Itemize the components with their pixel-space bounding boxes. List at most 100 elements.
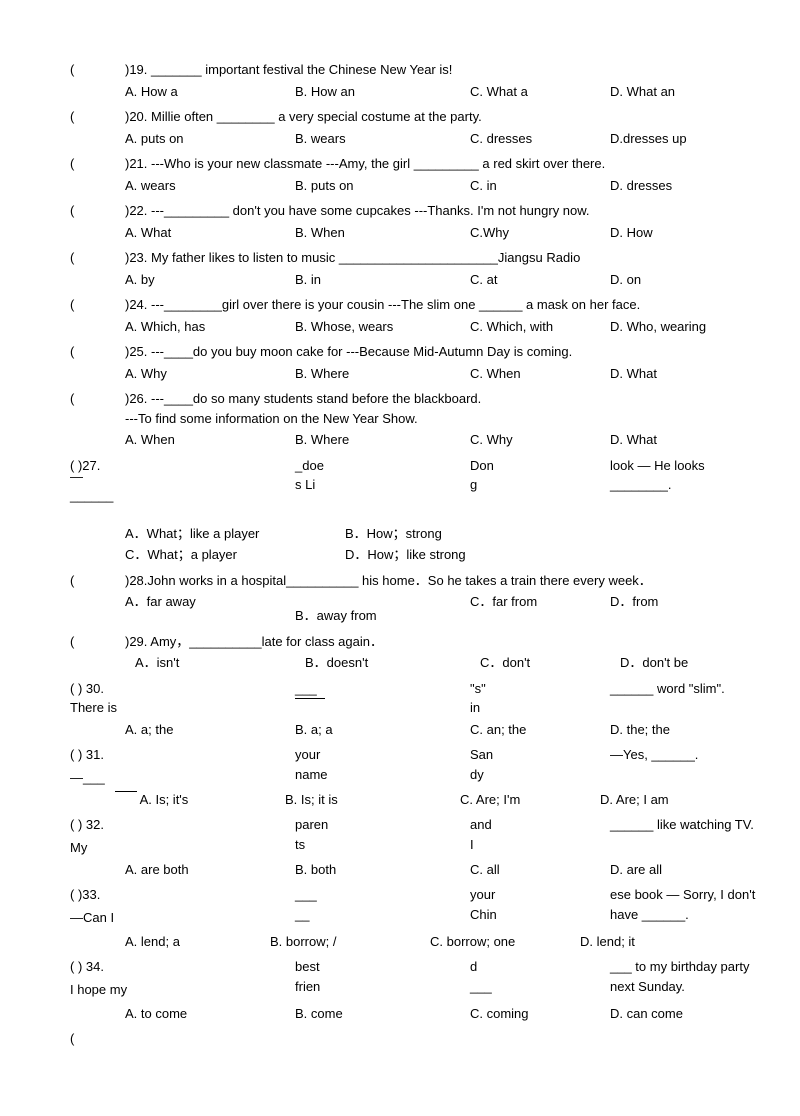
q30-D: D. the; the bbox=[610, 720, 670, 740]
option-C: C. When bbox=[470, 364, 610, 384]
q30-1b: ___ bbox=[295, 679, 470, 699]
option-C: C. in bbox=[470, 176, 610, 196]
question-30: ( ) 30. ___ "s" ______ word "slim". Ther… bbox=[70, 679, 730, 740]
paren: ( bbox=[70, 154, 125, 174]
option-B: B. Where bbox=[295, 364, 470, 384]
question-26: ()26. ---____do so many students stand b… bbox=[70, 389, 730, 450]
option-A: A. Which, has bbox=[125, 317, 295, 337]
question-23: ()23. My father likes to listen to music… bbox=[70, 248, 730, 289]
q32-C: C. all bbox=[470, 860, 610, 880]
q34-D: D. can come bbox=[610, 1004, 683, 1024]
q34-2a: I hope my bbox=[70, 980, 127, 1000]
question-cont: ---To find some information on the New Y… bbox=[125, 409, 730, 429]
q30-A: A. a; the bbox=[125, 720, 295, 740]
option-A: A. Why bbox=[125, 364, 295, 384]
question-22: ()22. ---_________ don't you have some c… bbox=[70, 201, 730, 242]
q32-D: D. are all bbox=[610, 860, 662, 880]
question-24: ()24. ---________girl over there is your… bbox=[70, 295, 730, 336]
q33-1b: ___ __ bbox=[295, 885, 470, 924]
q29-D: D．don't be bbox=[620, 653, 688, 673]
question-stem: )21. ---Who is your new classmate ---Amy… bbox=[125, 154, 730, 174]
question-stem: )26. ---____do so many students stand be… bbox=[125, 389, 730, 409]
q29-A: A．isn't bbox=[125, 653, 305, 673]
question-20: ()20. Millie often ________ a very speci… bbox=[70, 107, 730, 148]
q32-1b: paren ts bbox=[295, 815, 470, 854]
q27-C: C．What；a player bbox=[125, 545, 345, 565]
q31-D: D. Are; I am bbox=[600, 790, 669, 810]
q34-1c: d ___ bbox=[470, 957, 610, 996]
q30-1a: ( ) 30. bbox=[70, 679, 295, 699]
question-stem: )23. My father likes to listen to music … bbox=[125, 248, 730, 268]
option-D: D. dresses bbox=[610, 176, 672, 196]
q33-A: A. lend; a bbox=[125, 932, 270, 952]
option-D: D.dresses up bbox=[610, 129, 687, 149]
option-B: B. wears bbox=[295, 129, 470, 149]
question-34: ( ) 34. best frien d ___ ___ to my birth… bbox=[70, 957, 730, 1023]
paren: ( bbox=[70, 60, 125, 80]
q28-A: A．far away bbox=[125, 592, 295, 626]
q33-D: D. lend; it bbox=[580, 932, 635, 952]
q30-C: C. an; the bbox=[470, 720, 610, 740]
option-C: C. Why bbox=[470, 430, 610, 450]
question-31: ( ) 31. your name San dy —Yes, ______. —… bbox=[70, 745, 730, 809]
option-B: B. Where bbox=[295, 430, 470, 450]
q34-1b: best frien bbox=[295, 957, 470, 996]
paren: ( bbox=[70, 295, 125, 315]
trailing-paren: ( bbox=[70, 1029, 730, 1049]
q27-f4: look — He looks ________. bbox=[610, 456, 705, 495]
option-B: B. in bbox=[295, 270, 470, 290]
q32-1d: ______ like watching TV. bbox=[610, 815, 754, 854]
q27-D: D．How；like strong bbox=[345, 545, 565, 565]
q33-2a: —Can I bbox=[70, 908, 114, 928]
q30-1d: ______ word "slim". bbox=[610, 679, 725, 699]
question-25: ()25. ---____do you buy moon cake for --… bbox=[70, 342, 730, 383]
question-stem: )25. ---____do you buy moon cake for ---… bbox=[125, 342, 730, 362]
q31-1b: your name bbox=[295, 745, 470, 784]
option-A: A. by bbox=[125, 270, 295, 290]
option-B: B. When bbox=[295, 223, 470, 243]
option-A: A. wears bbox=[125, 176, 295, 196]
paren: ( bbox=[70, 632, 125, 652]
q32-1a: ( ) 32. bbox=[70, 815, 295, 854]
paren: ( bbox=[70, 342, 125, 362]
q28-B: B．away from bbox=[295, 592, 470, 626]
option-D: D. What bbox=[610, 430, 657, 450]
question-stem: )19. _______ important festival the Chin… bbox=[125, 60, 730, 80]
q33-1c: your Chin bbox=[470, 885, 610, 924]
paren: ( bbox=[70, 201, 125, 221]
question-stem: )24. ---________girl over there is your … bbox=[125, 295, 730, 315]
option-C: C. at bbox=[470, 270, 610, 290]
paren: ( bbox=[70, 248, 125, 268]
q27-f3: Don g bbox=[470, 456, 610, 495]
q32-B: B. both bbox=[295, 860, 470, 880]
q27-A: A．What；like a player bbox=[125, 524, 345, 544]
q33-B: B. borrow; / bbox=[270, 932, 430, 952]
q34-C: C. coming bbox=[470, 1004, 610, 1024]
q30-1c: "s" bbox=[470, 679, 610, 699]
q34-B: B. come bbox=[295, 1004, 470, 1024]
q31-C: C. Are; I'm bbox=[460, 790, 600, 810]
paren: ( bbox=[70, 571, 125, 591]
q27-f1: —______ bbox=[70, 467, 125, 506]
q27-B: B．How；strong bbox=[345, 524, 565, 544]
option-D: D. What an bbox=[610, 82, 675, 102]
option-C: C.Why bbox=[470, 223, 610, 243]
paren: ( bbox=[70, 389, 125, 409]
question-stem: )22. ---_________ don't you have some cu… bbox=[125, 201, 730, 221]
option-D: D. What bbox=[610, 364, 657, 384]
question-28: ( )28.John works in a hospital__________… bbox=[70, 571, 730, 626]
option-A: A. When bbox=[125, 430, 295, 450]
q32-1c: and I bbox=[470, 815, 610, 854]
option-D: D. on bbox=[610, 270, 641, 290]
option-C: C. What a bbox=[470, 82, 610, 102]
question-19: ()19. _______ important festival the Chi… bbox=[70, 60, 730, 101]
option-C: C. Which, with bbox=[470, 317, 610, 337]
option-A: A. How a bbox=[125, 82, 295, 102]
q31-A: A. Is; it's bbox=[115, 790, 285, 810]
q30-2c: in bbox=[470, 698, 610, 718]
question-32: ( ) 32. paren ts and I ______ like watch… bbox=[70, 815, 730, 879]
question-29: ( )29. Amy，__________late for class agai… bbox=[70, 632, 730, 673]
q29-C: C．don't bbox=[480, 653, 620, 673]
question-stem: )20. Millie often ________ a very specia… bbox=[125, 107, 730, 127]
option-C: C. dresses bbox=[470, 129, 610, 149]
